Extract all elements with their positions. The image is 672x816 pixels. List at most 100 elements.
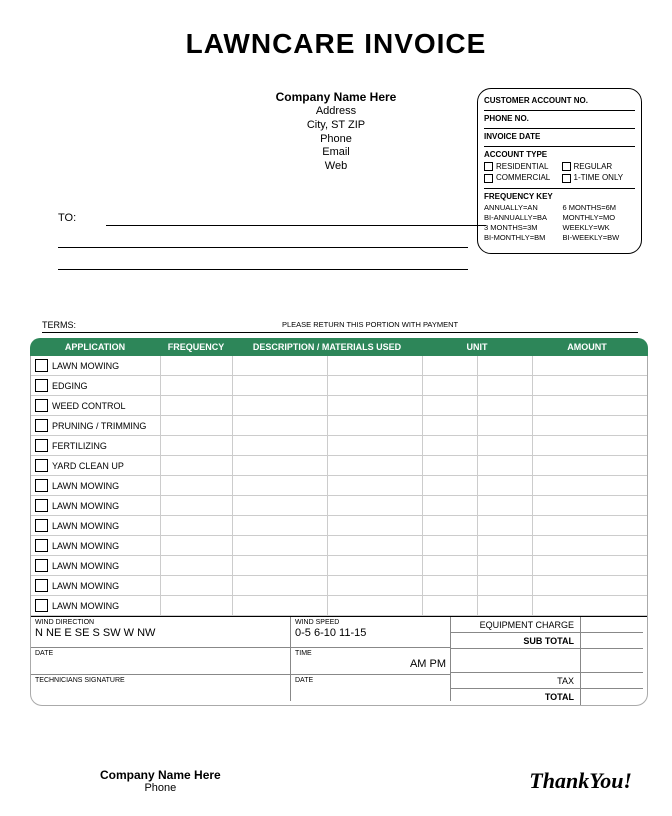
service-cell[interactable]: LAWN MOWING <box>31 476 161 495</box>
account-type-option[interactable]: 1-TIME ONLY <box>562 173 636 182</box>
service-cell[interactable]: LAWN MOWING <box>31 516 161 535</box>
service-checkbox[interactable] <box>35 579 48 592</box>
to-line-3[interactable] <box>58 256 468 270</box>
unit-cell-b[interactable] <box>478 436 533 455</box>
unit-cell-a[interactable] <box>423 496 478 515</box>
freq-cell[interactable] <box>161 556 233 575</box>
unit-cell-a[interactable] <box>423 576 478 595</box>
service-checkbox[interactable] <box>35 419 48 432</box>
desc-cell-b[interactable] <box>328 456 423 475</box>
unit-cell-b[interactable] <box>478 456 533 475</box>
unit-cell-a[interactable] <box>423 436 478 455</box>
freq-cell[interactable] <box>161 496 233 515</box>
amount-cell[interactable] <box>533 416 643 435</box>
service-checkbox[interactable] <box>35 359 48 372</box>
service-cell[interactable]: LAWN MOWING <box>31 536 161 555</box>
service-checkbox[interactable] <box>35 519 48 532</box>
account-type-option[interactable]: REGULAR <box>562 162 636 171</box>
unit-cell-b[interactable] <box>478 576 533 595</box>
unit-cell-b[interactable] <box>478 376 533 395</box>
desc-cell-a[interactable] <box>233 356 328 375</box>
service-cell[interactable]: YARD CLEAN UP <box>31 456 161 475</box>
freq-cell[interactable] <box>161 416 233 435</box>
desc-cell-a[interactable] <box>233 516 328 535</box>
desc-cell-a[interactable] <box>233 596 328 615</box>
unit-cell-a[interactable] <box>423 516 478 535</box>
amount-cell[interactable] <box>533 516 643 535</box>
amount-cell[interactable] <box>533 356 643 375</box>
freq-cell[interactable] <box>161 596 233 615</box>
amount-cell[interactable] <box>533 456 643 475</box>
service-checkbox[interactable] <box>35 479 48 492</box>
desc-cell-a[interactable] <box>233 556 328 575</box>
freq-cell[interactable] <box>161 476 233 495</box>
tax-val[interactable] <box>581 673 643 688</box>
service-cell[interactable]: LAWN MOWING <box>31 556 161 575</box>
desc-cell-b[interactable] <box>328 396 423 415</box>
desc-cell-b[interactable] <box>328 416 423 435</box>
freq-cell[interactable] <box>161 516 233 535</box>
unit-cell-b[interactable] <box>478 476 533 495</box>
unit-cell-a[interactable] <box>423 476 478 495</box>
desc-cell-b[interactable] <box>328 536 423 555</box>
desc-cell-a[interactable] <box>233 396 328 415</box>
unit-cell-a[interactable] <box>423 556 478 575</box>
service-checkbox[interactable] <box>35 499 48 512</box>
service-cell[interactable]: LAWN MOWING <box>31 576 161 595</box>
amount-cell[interactable] <box>533 596 643 615</box>
unit-cell-a[interactable] <box>423 536 478 555</box>
unit-cell-b[interactable] <box>478 356 533 375</box>
service-checkbox[interactable] <box>35 399 48 412</box>
freq-cell[interactable] <box>161 436 233 455</box>
desc-cell-b[interactable] <box>328 576 423 595</box>
unit-cell-a[interactable] <box>423 416 478 435</box>
freq-cell[interactable] <box>161 456 233 475</box>
unit-cell-b[interactable] <box>478 396 533 415</box>
desc-cell-b[interactable] <box>328 376 423 395</box>
unit-cell-b[interactable] <box>478 596 533 615</box>
unit-cell-a[interactable] <box>423 356 478 375</box>
desc-cell-a[interactable] <box>233 496 328 515</box>
amount-cell[interactable] <box>533 476 643 495</box>
desc-cell-a[interactable] <box>233 576 328 595</box>
amount-cell[interactable] <box>533 396 643 415</box>
amount-cell[interactable] <box>533 436 643 455</box>
subtotal-val[interactable] <box>581 633 643 648</box>
unit-cell-a[interactable] <box>423 376 478 395</box>
total-val[interactable] <box>581 689 643 705</box>
freq-cell[interactable] <box>161 396 233 415</box>
date-cell-2[interactable]: DATE <box>291 675 451 701</box>
equipment-charge-val[interactable] <box>581 617 643 632</box>
desc-cell-a[interactable] <box>233 536 328 555</box>
service-cell[interactable]: LAWN MOWING <box>31 596 161 615</box>
desc-cell-a[interactable] <box>233 476 328 495</box>
unit-cell-a[interactable] <box>423 456 478 475</box>
unit-cell-b[interactable] <box>478 556 533 575</box>
amount-cell[interactable] <box>533 556 643 575</box>
unit-cell-b[interactable] <box>478 416 533 435</box>
unit-cell-a[interactable] <box>423 596 478 615</box>
amount-cell[interactable] <box>533 536 643 555</box>
amount-cell[interactable] <box>533 376 643 395</box>
desc-cell-a[interactable] <box>233 436 328 455</box>
service-checkbox[interactable] <box>35 439 48 452</box>
desc-cell-b[interactable] <box>328 356 423 375</box>
service-checkbox[interactable] <box>35 599 48 612</box>
date-cell-1[interactable]: DATE <box>31 648 291 674</box>
tech-sig-cell[interactable]: TECHNICIANS SIGNATURE <box>31 675 291 701</box>
freq-cell[interactable] <box>161 376 233 395</box>
service-cell[interactable]: FERTILIZING <box>31 436 161 455</box>
service-cell[interactable]: EDGING <box>31 376 161 395</box>
amount-cell[interactable] <box>533 576 643 595</box>
amount-cell[interactable] <box>533 496 643 515</box>
account-type-option[interactable]: COMMERCIAL <box>484 173 558 182</box>
service-cell[interactable]: PRUNING / TRIMMING <box>31 416 161 435</box>
desc-cell-b[interactable] <box>328 596 423 615</box>
freq-cell[interactable] <box>161 576 233 595</box>
to-line-2[interactable] <box>58 234 468 248</box>
freq-cell[interactable] <box>161 356 233 375</box>
desc-cell-a[interactable] <box>233 376 328 395</box>
desc-cell-b[interactable] <box>328 476 423 495</box>
unit-cell-b[interactable] <box>478 516 533 535</box>
service-cell[interactable]: LAWN MOWING <box>31 496 161 515</box>
